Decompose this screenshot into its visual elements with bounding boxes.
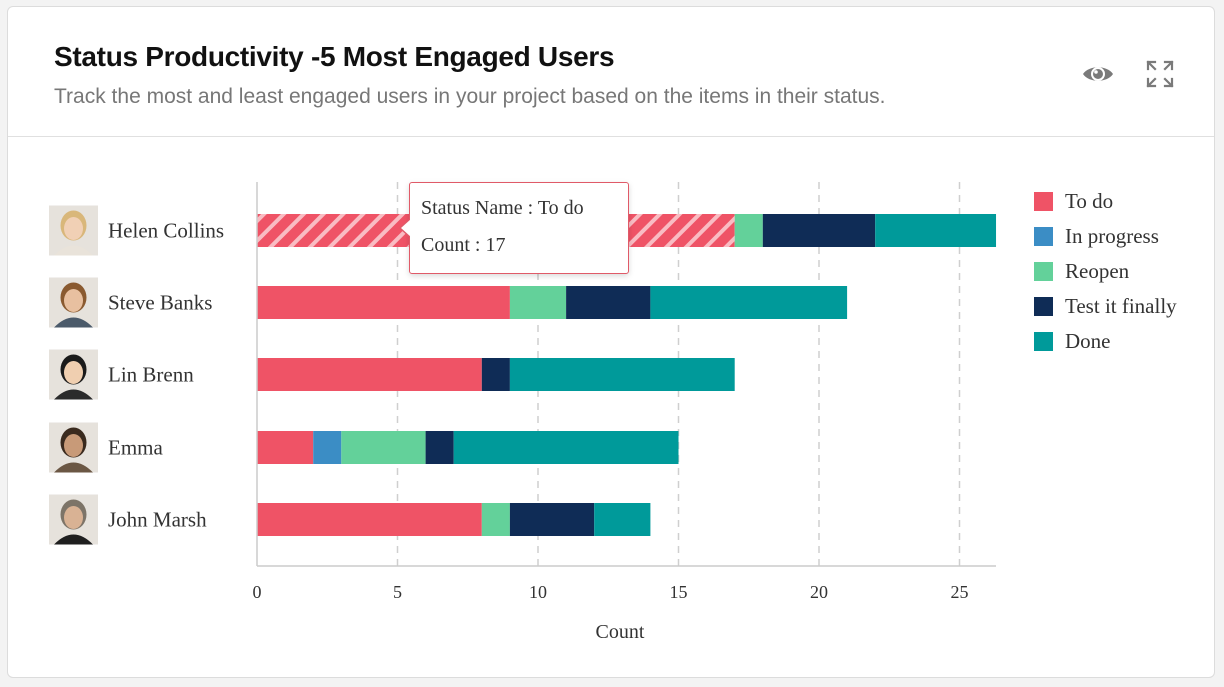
bar-lin-brenn-test-it-finally[interactable]	[481, 358, 510, 391]
bar-john-marsh-done[interactable]	[594, 503, 651, 536]
bar-steve-banks-reopen[interactable]	[509, 286, 567, 319]
bar-steve-banks-to-do[interactable]	[257, 286, 510, 319]
bar-helen-collins-test-it-finally[interactable]	[762, 214, 876, 247]
legend-swatch-test-it-finally	[1034, 297, 1053, 316]
y-label-john-marsh: John Marsh	[108, 508, 207, 532]
x-tick-25: 25	[951, 582, 969, 602]
avatar-steve-banks	[49, 277, 98, 328]
legend-swatch-reopen	[1034, 262, 1053, 281]
bar-john-marsh-reopen[interactable]	[481, 503, 510, 536]
x-tick-0: 0	[253, 582, 262, 602]
eye-icon[interactable]	[1080, 57, 1116, 91]
legend-item-to-do[interactable]: To do	[1034, 184, 1177, 219]
bar-helen-collins-done[interactable]	[875, 214, 997, 247]
avatar-john-marsh	[49, 494, 98, 545]
x-tick-20: 20	[810, 582, 828, 602]
y-label-emma: Emma	[108, 436, 163, 460]
y-label-steve-banks: Steve Banks	[108, 291, 212, 315]
tooltip-status-name: Status Name : To do	[421, 197, 584, 219]
bar-emma-to-do[interactable]	[257, 431, 314, 464]
widget-title: Status Productivity -5 Most Engaged User…	[54, 41, 615, 72]
bar-john-marsh-to-do[interactable]	[257, 503, 482, 536]
bar-emma-in-progress[interactable]	[313, 431, 342, 464]
tooltip-count: Count : 17	[421, 234, 506, 256]
chart-tooltip: Status Name : To do Count : 17	[399, 182, 629, 274]
bar-emma-reopen[interactable]	[341, 431, 426, 464]
legend-swatch-to-do	[1034, 192, 1053, 211]
expand-icon[interactable]	[1142, 57, 1178, 91]
bar-helen-collins-reopen[interactable]	[734, 214, 763, 247]
legend-label-done: Done	[1065, 329, 1111, 353]
y-label-helen-collins: Helen Collins	[108, 219, 224, 243]
x-tick-15: 15	[670, 582, 688, 602]
y-label-lin-brenn: Lin Brenn	[108, 363, 194, 387]
legend-item-in-progress[interactable]: In progress	[1034, 219, 1177, 254]
x-tick-10: 10	[529, 582, 547, 602]
bar-emma-done[interactable]	[453, 431, 679, 464]
x-tick-5: 5	[393, 582, 402, 602]
chart-legend: To do In progress Reopen Test it finally Don…	[1034, 184, 1177, 359]
bar-john-marsh-test-it-finally[interactable]	[509, 503, 595, 536]
bar-emma-test-it-finally[interactable]	[425, 431, 454, 464]
tooltip-arrow-inner	[401, 219, 411, 237]
avatar-helen-collins	[49, 205, 98, 256]
bar-lin-brenn-done[interactable]	[509, 358, 735, 391]
legend-swatch-done	[1034, 332, 1053, 351]
bar-lin-brenn-to-do[interactable]	[257, 358, 482, 391]
legend-swatch-in-progress	[1034, 227, 1053, 246]
legend-item-test-it-finally[interactable]: Test it finally	[1034, 289, 1177, 324]
legend-label-to-do: To do	[1065, 189, 1114, 213]
x-axis-title: Count	[596, 621, 645, 643]
legend-item-done[interactable]: Done	[1034, 324, 1177, 359]
legend-label-test-it-finally: Test it finally	[1065, 294, 1177, 318]
legend-label-in-progress: In progress	[1065, 224, 1159, 248]
avatar-emma	[49, 422, 98, 473]
bar-steve-banks-test-it-finally[interactable]	[566, 286, 651, 319]
legend-label-reopen: Reopen	[1065, 259, 1130, 283]
bar-steve-banks-done[interactable]	[650, 286, 848, 319]
widget-header: Status Productivity -5 Most Engaged User…	[8, 7, 1214, 137]
widget-subtitle: Track the most and least engaged users i…	[54, 85, 886, 108]
avatar-lin-brenn	[49, 349, 98, 400]
legend-item-reopen[interactable]: Reopen	[1034, 254, 1177, 289]
